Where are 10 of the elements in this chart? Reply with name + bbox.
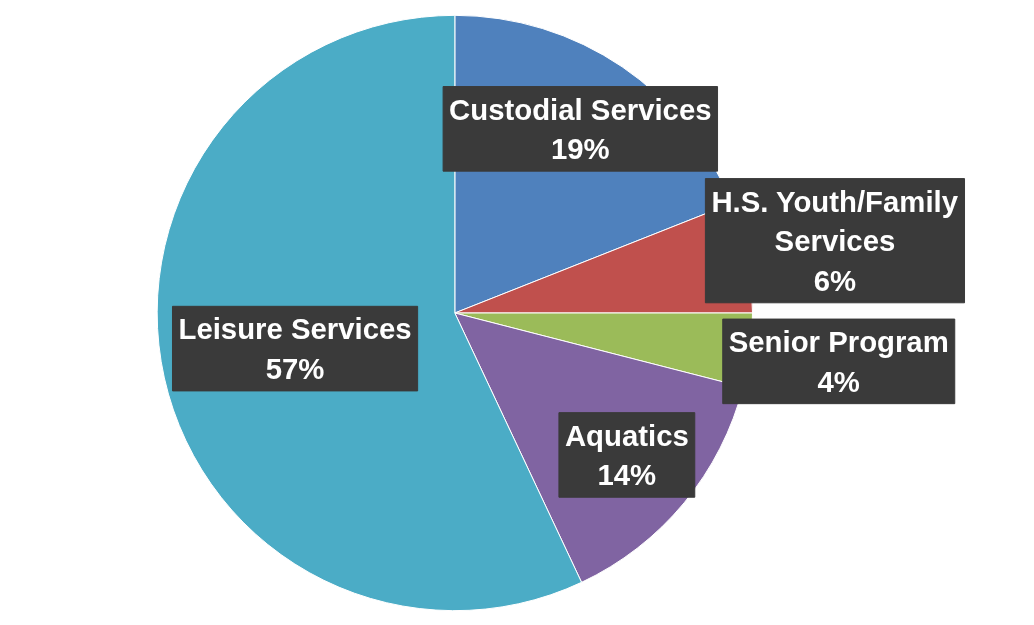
data-label: 19% (550, 132, 610, 166)
slice-label: Leisure Services (178, 312, 412, 346)
data-label: 14% (597, 458, 657, 492)
slice-label: Aquatics (564, 418, 689, 452)
data-label: 57% (265, 351, 325, 385)
slice-label: Custodial Services (449, 92, 712, 126)
slice-label: Senior Program (728, 325, 949, 359)
data-label: 4% (817, 364, 860, 398)
slice-label: H.S. Youth/Family Services (711, 184, 959, 258)
data-label: 6% (813, 263, 857, 297)
